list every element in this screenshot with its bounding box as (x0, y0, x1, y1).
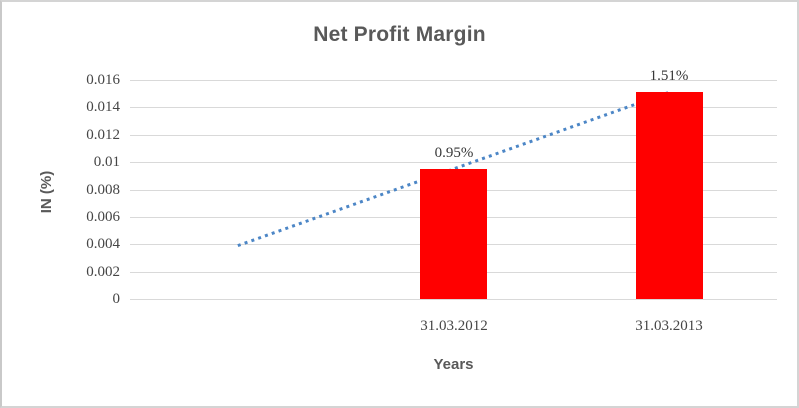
bar-data-label: 1.51% (649, 68, 689, 84)
y-axis-tick-label: 0.008 (86, 182, 120, 198)
y-axis-tick-label: 0 (112, 291, 121, 307)
y-axis-tick-label: 0.014 (86, 99, 120, 115)
y-axis-tick-label: 0.01 (93, 154, 120, 170)
gridline (130, 299, 777, 300)
x-axis-title: Years (433, 356, 474, 373)
gridline (130, 80, 777, 81)
y-axis-tick-label: 0.016 (86, 72, 120, 88)
chart-title: Net Profit Margin (313, 23, 486, 46)
y-axis-tick-label: 0.002 (86, 264, 120, 280)
x-axis-tick-label: 31.03.2012 (420, 318, 488, 334)
y-axis-tick-label: 0.004 (86, 236, 120, 252)
x-axis-tick-label: 31.03.2013 (635, 318, 703, 334)
y-axis-tick-label: 0.012 (86, 127, 120, 143)
bar-31.03.2012 (420, 169, 487, 299)
bar-data-label: 0.95% (434, 145, 474, 161)
bar-31.03.2013 (636, 92, 703, 299)
y-axis-tick-label: 0.006 (86, 209, 120, 225)
